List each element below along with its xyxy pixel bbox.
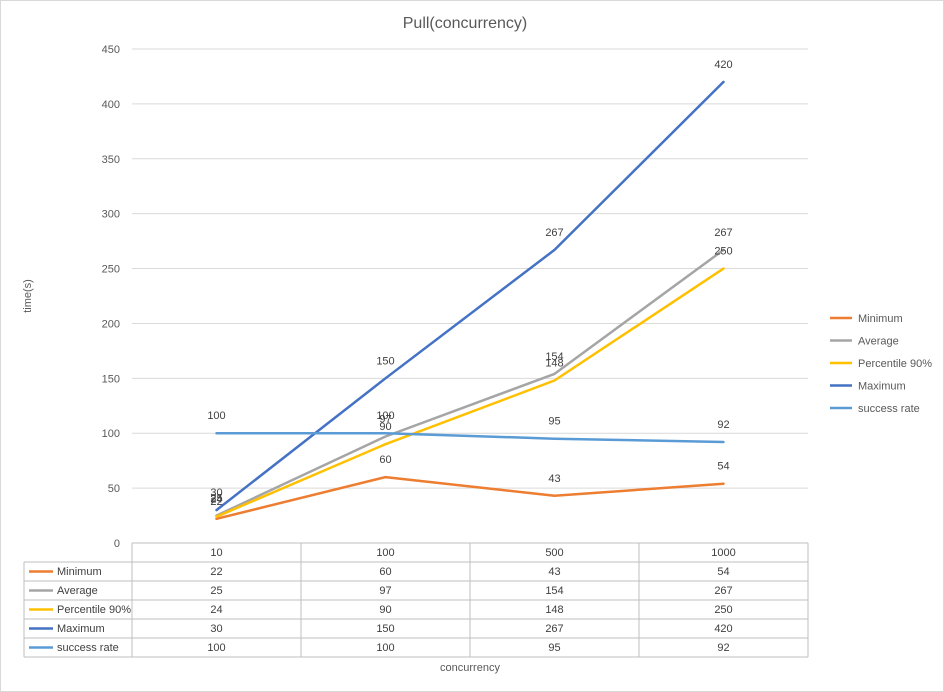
y-tick-label: 300	[102, 209, 120, 221]
table-cell: 95	[548, 642, 560, 654]
table-cell: 43	[548, 566, 560, 578]
table-cell: 148	[545, 604, 563, 616]
data-label: 60	[379, 454, 391, 466]
table-row-label: Minimum	[57, 566, 102, 578]
data-label: 24	[210, 494, 222, 506]
data-label: 97	[379, 414, 391, 426]
data-label: 92	[717, 419, 729, 431]
table-cell: 25	[210, 585, 222, 597]
table-cell: 22	[210, 566, 222, 578]
series-line	[215, 431, 725, 444]
y-tick-label: 150	[102, 373, 120, 385]
data-label: 54	[717, 461, 729, 473]
y-tick-label: 450	[102, 44, 120, 56]
table-cell: 250	[714, 604, 732, 616]
data-label: 22	[210, 496, 222, 508]
legend-label: success rate	[858, 403, 920, 415]
table-header-cell: 10	[210, 547, 222, 559]
table-cell: 92	[717, 642, 729, 654]
y-tick-label: 0	[114, 538, 120, 550]
legend-label: Minimum	[858, 313, 903, 325]
legend-label: Percentile 90%	[858, 358, 932, 370]
y-tick-label: 50	[108, 483, 120, 495]
chart-title: Pull(concurrency)	[403, 15, 527, 32]
y-axis-ticks: 0 50 100 150 200 250 300 350 400 450	[102, 44, 120, 550]
y-tick-label: 350	[102, 154, 120, 166]
data-label: 30	[210, 487, 222, 499]
series-line	[215, 248, 725, 517]
table-cell: 150	[376, 623, 394, 635]
table-cell: 267	[714, 585, 732, 597]
data-label: 150	[376, 355, 394, 367]
series-line	[215, 475, 725, 521]
data-label: 250	[714, 246, 732, 258]
data-label: 100	[376, 410, 394, 422]
legend: Minimum Average Percentile 90% Maximum succe…	[830, 313, 932, 415]
data-label: 420	[714, 59, 732, 71]
series-lines	[215, 80, 725, 521]
series-line	[215, 80, 725, 512]
x-axis-title: concurrency	[440, 662, 500, 674]
data-label: 25	[210, 493, 222, 505]
table-row-label: Average	[57, 585, 98, 597]
table-cell: 24	[210, 604, 222, 616]
data-label: 267	[714, 227, 732, 239]
data-label: 148	[545, 358, 563, 370]
table-cell: 60	[379, 566, 391, 578]
table-row-label: Maximum	[57, 623, 105, 635]
series-line	[215, 267, 725, 518]
table-cell: 100	[207, 642, 225, 654]
y-tick-label: 250	[102, 264, 120, 276]
table-header-cell: 500	[545, 547, 563, 559]
y-tick-label: 200	[102, 318, 120, 330]
data-label: 95	[548, 416, 560, 428]
y-axis-title: time(s)	[22, 279, 34, 313]
y-tick-label: 400	[102, 99, 120, 111]
table-row-label: success rate	[57, 642, 119, 654]
table-row-label: Percentile 90%	[57, 604, 131, 616]
table-cell: 97	[379, 585, 391, 597]
table-cell: 267	[545, 623, 563, 635]
data-table: 10 100 500 1000 Minimum 22 60 43 54 Average 25 97 15…	[23, 542, 809, 658]
table-header-cell: 100	[376, 547, 394, 559]
data-label: 90	[379, 421, 391, 433]
data-label: 100	[207, 410, 225, 422]
data-labels: 22 60 43 54 25 97 154 267 24 90 148 250 30 150 267 420 1…	[207, 59, 732, 508]
table-cell: 420	[714, 623, 732, 635]
y-tick-label: 100	[102, 428, 120, 440]
table-cell: 54	[717, 566, 729, 578]
table-cell: 30	[210, 623, 222, 635]
legend-label: Average	[858, 336, 899, 348]
data-label: 267	[545, 227, 563, 239]
table-cell: 100	[376, 642, 394, 654]
data-label: 43	[548, 473, 560, 485]
table-cell: 90	[379, 604, 391, 616]
legend-label: Maximum	[858, 381, 906, 393]
table-header-cell: 1000	[711, 547, 735, 559]
gridlines	[132, 48, 808, 544]
table-cell: 154	[545, 585, 563, 597]
data-label: 154	[545, 351, 563, 363]
